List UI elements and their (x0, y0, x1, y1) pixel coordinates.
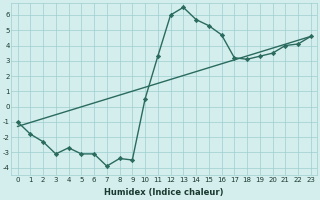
X-axis label: Humidex (Indice chaleur): Humidex (Indice chaleur) (104, 188, 224, 197)
